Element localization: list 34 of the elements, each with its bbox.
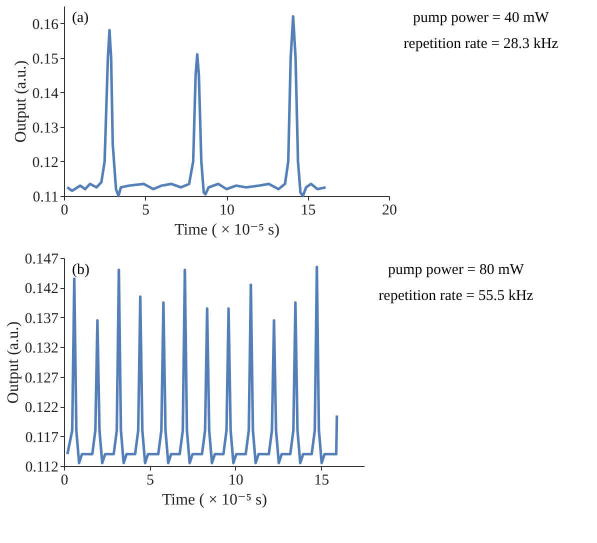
y-tick-label: 0.137 [24,310,59,327]
x-tick-label: 5 [146,472,154,488]
y-tick-label: 0.117 [25,430,59,446]
x-axis-title: Time ( × 10⁻⁵ s) [162,492,268,508]
x-tick-label: 0 [60,202,68,218]
y-tick-label: 0.132 [24,340,58,357]
y-axis-title: Output (a.u.) [12,60,30,143]
x-tick-label: 20 [382,202,397,218]
line-series [66,266,338,464]
x-tick-label: 0 [60,472,68,488]
y-tick-label: 0.13 [32,120,58,136]
annotation: (a) [72,10,89,26]
x-tick-label: 5 [142,202,150,218]
y-tick-label: 0.16 [32,16,59,33]
y-tick-label: 0.12 [32,154,58,171]
y-axis-title: Output (a.u.) [4,321,22,404]
y-tick-label: 0.142 [24,281,58,298]
y-tick-label: 0.11 [32,190,58,206]
x-tick-label: 15 [314,472,330,488]
x-axis-title: Time ( × 10⁻⁵ s) [174,222,280,238]
annotation: (b) [72,262,90,278]
y-tick-label: 0.147 [24,252,59,268]
text: repetition rate = 55.5 kHz [378,288,534,304]
text: pump power = 80 mW [388,262,525,278]
text: repetition rate = 28.3 kHz [404,36,559,52]
y-tick-label: 0.15 [32,51,58,68]
y-tick-label: 0.14 [32,86,59,102]
y-tick-label: 0.122 [24,400,58,416]
text: pump power = 40 mW [413,10,550,26]
x-tick-label: 10 [228,472,244,488]
x-tick-label: 10 [220,202,234,218]
x-tick-label: 15 [300,202,316,218]
y-tick-label: 0.127 [24,370,59,386]
y-tick-label: 0.112 [25,460,58,476]
